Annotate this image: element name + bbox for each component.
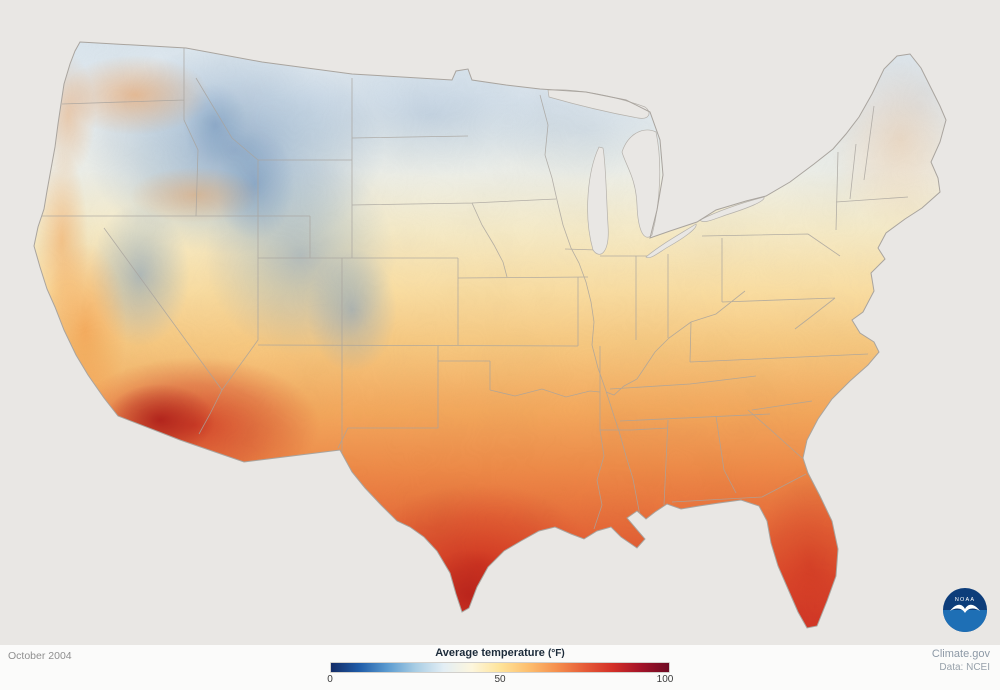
- credit-data: Data: NCEI: [939, 662, 990, 674]
- noaa-logo-lower: [943, 610, 987, 632]
- credits: Climate.gov Data: NCEI: [932, 647, 990, 674]
- noaa-logo: NOAA: [943, 588, 987, 632]
- legend-ticks: 0 50 100: [327, 674, 673, 687]
- legend-title-text: Average temperature: [435, 647, 545, 659]
- us-outline: [33, 41, 947, 629]
- temperature-legend: Average temperature (°F) 0 50 100: [327, 645, 673, 687]
- legend-tick-min: 0: [327, 674, 333, 685]
- lake-ontario: [699, 196, 765, 222]
- lake-michigan: [587, 146, 609, 255]
- legend-title: Average temperature (°F): [330, 645, 670, 659]
- temperature-colorbar: [330, 662, 670, 673]
- state-borders: [36, 44, 909, 530]
- credit-site: Climate.gov: [931, 648, 990, 660]
- legend-tick-max: 100: [656, 674, 674, 685]
- noaa-logo-text: NOAA: [955, 597, 975, 603]
- legend-tick-mid: 50: [494, 674, 506, 685]
- lake-huron: [621, 129, 661, 238]
- date-label: October 2004: [8, 650, 72, 662]
- great-lakes: [547, 89, 765, 259]
- legend-unit: (°F): [547, 648, 565, 659]
- lake-erie: [645, 223, 697, 259]
- noaa-seagull-icon: [950, 604, 980, 613]
- footer-bar: October 2004 Average temperature (°F) 0 …: [0, 645, 1000, 690]
